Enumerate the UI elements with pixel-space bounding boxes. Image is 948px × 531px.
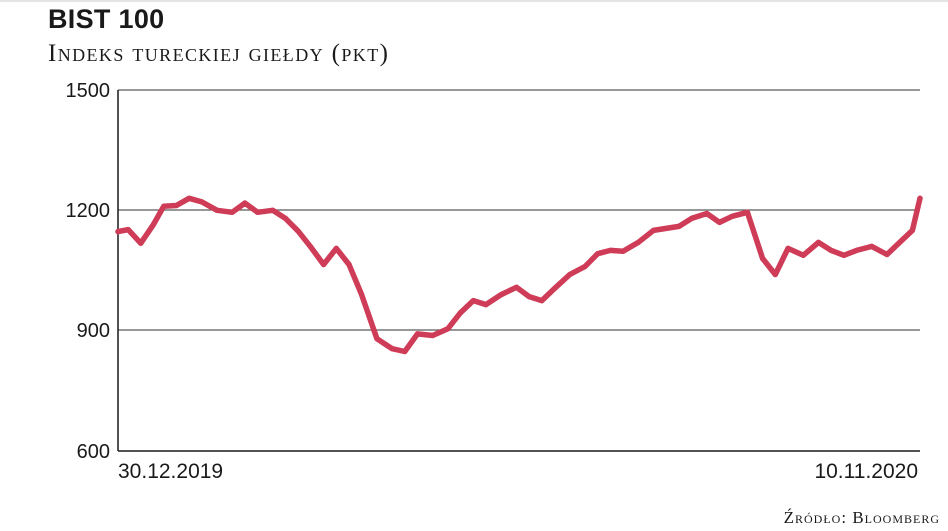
data-point (295, 228, 301, 234)
data-point (620, 248, 626, 254)
data-point (526, 294, 532, 300)
data-point (498, 292, 504, 298)
chart-title: BIST 100 (48, 4, 165, 34)
data-point (483, 302, 489, 308)
data-point (389, 346, 395, 352)
data-point (909, 227, 916, 233)
data-point (650, 227, 657, 233)
data-point (161, 203, 167, 209)
data-point (270, 207, 276, 213)
data-point (760, 255, 766, 262)
data-point (374, 336, 380, 342)
y-tick-label-1500: 1500 (66, 80, 111, 102)
data-point (430, 332, 436, 339)
chart-subtitle: Indeks tureckiej giełdy (pkt) (48, 40, 390, 67)
data-point (458, 310, 464, 316)
source-note: Źródło: Bloomberg (783, 508, 940, 527)
data-point (359, 292, 365, 298)
data-point (772, 271, 778, 278)
data-point (402, 348, 408, 355)
data-point (115, 229, 121, 235)
data-point (704, 210, 710, 217)
data-point (125, 227, 131, 233)
data-point (854, 247, 860, 253)
data-point (689, 215, 695, 221)
data-point (582, 263, 588, 270)
x-tick-label-end: 10.11.2020 (814, 460, 918, 483)
x-tick-label-start: 30.12.2019 (118, 460, 223, 483)
data-point (897, 239, 903, 245)
data-point (229, 209, 235, 215)
y-tick-label-600: 600 (77, 441, 110, 463)
data-point (138, 240, 144, 246)
data-point (199, 199, 205, 205)
data-point (242, 200, 248, 206)
data-point (716, 219, 723, 225)
y-tick-label-1200: 1200 (66, 200, 111, 222)
data-point (513, 284, 520, 290)
data-point (815, 239, 822, 245)
data-point (414, 331, 421, 337)
data-point (214, 207, 220, 213)
data-point (785, 245, 791, 251)
data-point (470, 298, 476, 304)
data-point (729, 213, 735, 219)
data-point (255, 209, 261, 215)
data-point (635, 239, 641, 245)
data-point (346, 261, 352, 268)
top-rule (0, 0, 948, 2)
data-point (828, 247, 834, 253)
bist100-series-points (115, 195, 923, 355)
data-point (917, 195, 923, 201)
data-point (282, 215, 289, 221)
data-point (607, 247, 614, 253)
data-point (186, 195, 192, 201)
bist100-series-line (115, 195, 923, 355)
data-point (595, 251, 601, 257)
data-point (567, 271, 573, 278)
data-point (869, 243, 875, 249)
data-point (744, 209, 751, 215)
y-tick-label-900: 900 (77, 320, 110, 342)
data-point (676, 223, 682, 229)
data-point (308, 244, 314, 250)
data-point (800, 252, 806, 258)
data-point (539, 298, 545, 304)
data-point (551, 285, 558, 292)
data-point (884, 251, 890, 258)
data-point (321, 261, 327, 268)
data-point (150, 221, 157, 227)
data-point (663, 225, 669, 231)
data-point (173, 202, 179, 209)
data-point (445, 326, 451, 332)
data-point (333, 245, 339, 251)
data-point (841, 252, 847, 258)
